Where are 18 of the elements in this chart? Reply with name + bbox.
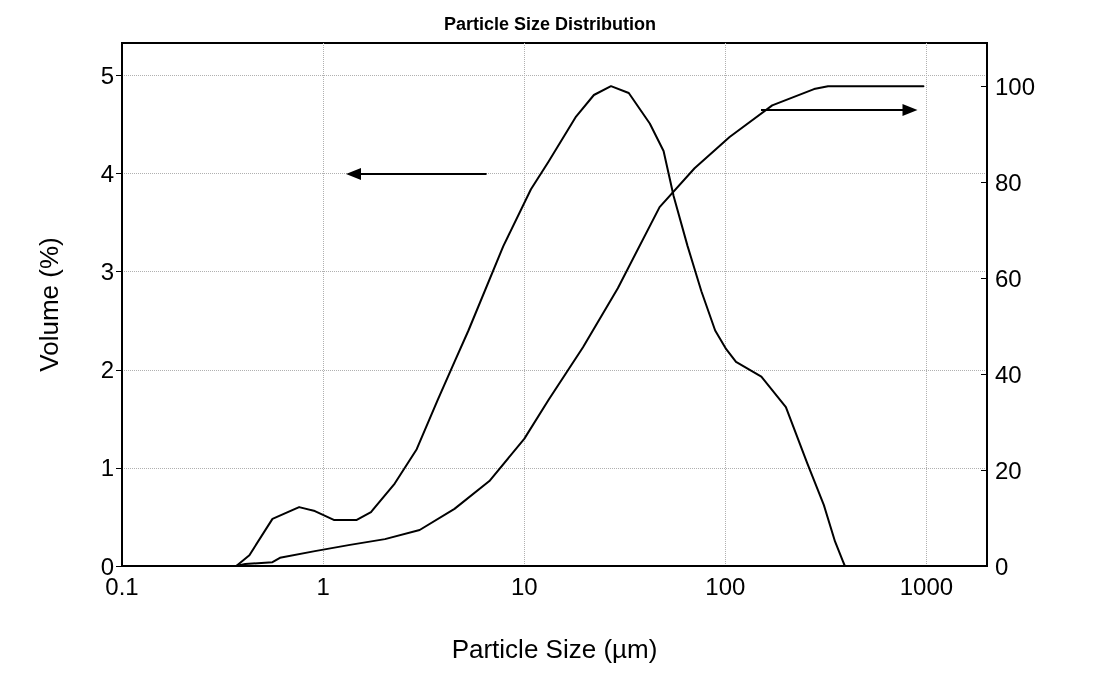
y2-tick-label: 20 (995, 456, 1022, 484)
y2-tick-label: 100 (995, 72, 1036, 100)
y-tick-label: 1 (100, 454, 114, 482)
y2-tick-label: 80 (995, 168, 1022, 196)
y2-tick-label: 40 (995, 360, 1022, 388)
x-tick-label: 1 (316, 572, 330, 600)
y-tick-label: 5 (100, 61, 114, 89)
chart-title: Particle Size Distribution (443, 14, 657, 34)
y-tick-label: 4 (100, 160, 114, 187)
x-tick-label: 1000 (899, 572, 954, 600)
y2-tick-label: 60 (995, 264, 1022, 292)
y-axis-title: Volume (%) (34, 237, 64, 372)
y-tick-label: 2 (100, 356, 114, 384)
x-tick-label: 100 (705, 572, 746, 600)
y2-tick-label: 0 (995, 552, 1009, 580)
y-tick-label: 3 (100, 258, 114, 286)
x-axis-title: Particle Size (µm) (451, 634, 658, 664)
x-tick-label: 10 (510, 572, 538, 600)
